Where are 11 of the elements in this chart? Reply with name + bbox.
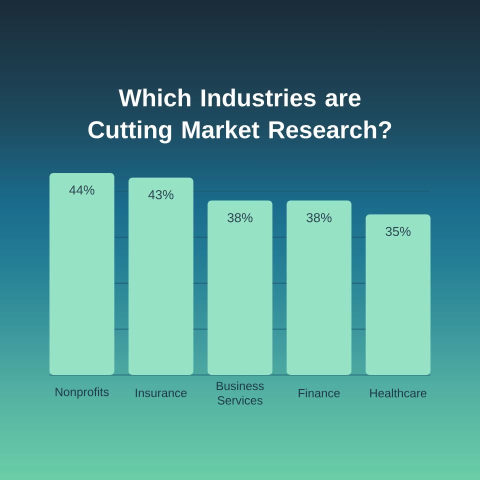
- chart-title: Which Industries are Cutting Market Research?: [88, 88, 392, 144]
- x-tick-label: Business Services: [216, 381, 264, 405]
- data-label: 35%: [386, 226, 411, 236]
- x-tick-label: Finance: [298, 388, 340, 398]
- data-label: 44%: [69, 186, 94, 195]
- x-tick-label: Nonprofits: [56, 387, 109, 399]
- data-label: 43%: [148, 190, 174, 200]
- data-label: 38%: [228, 213, 253, 222]
- x-tick-label: Healthcare: [370, 388, 426, 398]
- data-label: 38%: [306, 213, 332, 222]
- x-tick-label: Insurance: [136, 388, 187, 398]
